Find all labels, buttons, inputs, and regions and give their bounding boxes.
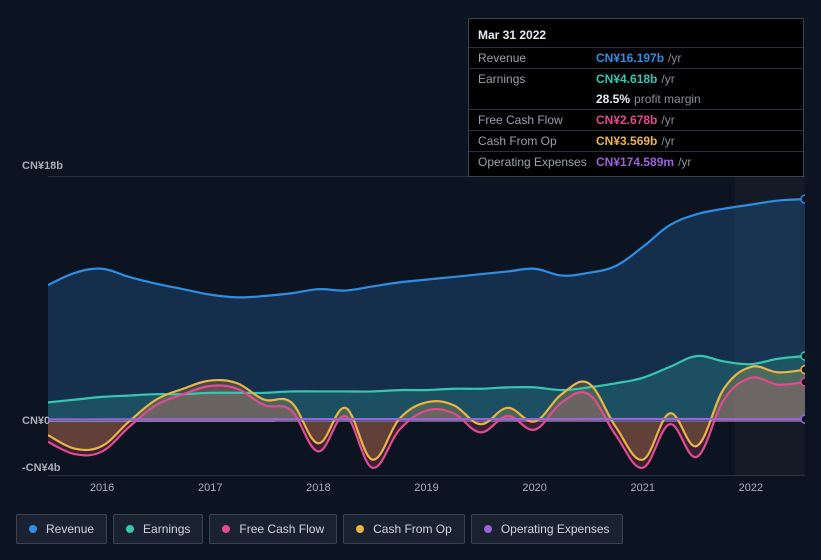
legend-item-revenue[interactable]: Revenue [16,514,107,544]
tooltip-row: EarningsCN¥4.618b/yr [469,68,803,89]
tooltip-subrow: 28.5% profit margin [469,89,803,109]
financial-chart-widget: Mar 31 2022RevenueCN¥16.197b/yrEarningsC… [0,0,821,560]
tooltip-value: CN¥4.618b [596,72,657,86]
legend-swatch [356,525,364,533]
tooltip-label: Earnings [478,72,596,86]
legend-label: Cash From Op [373,522,452,536]
tooltip-suffix: /yr [661,72,674,86]
end-dot-fcf [801,378,805,386]
legend-label: Free Cash Flow [239,522,324,536]
x-tick-label: 2022 [739,482,763,494]
chart-tooltip: Mar 31 2022RevenueCN¥16.197b/yrEarningsC… [468,18,804,177]
x-axis: 2016 2017 2018 2019 2020 2021 2022 [48,482,805,502]
tooltip-label: Free Cash Flow [478,113,596,127]
tooltip-sub-suffix: profit margin [634,92,701,106]
legend-item-cfo[interactable]: Cash From Op [343,514,465,544]
legend-swatch [484,525,492,533]
tooltip-label: Operating Expenses [478,155,596,169]
x-tick-label: 2016 [90,482,114,494]
legend-item-opex[interactable]: Operating Expenses [471,514,623,544]
tooltip-row: Operating ExpensesCN¥174.589m/yr [469,151,803,172]
tooltip-value: CN¥174.589m [596,155,674,169]
chart-area: CN¥18bCN¥0-CN¥4b 20162017201820192020202… [16,158,805,513]
y-tick-label: CN¥0 [22,415,50,427]
tooltip-row: RevenueCN¥16.197b/yr [469,47,803,68]
tooltip-row: Free Cash FlowCN¥2.678b/yr [469,109,803,130]
end-dot-earnings [801,352,805,360]
tooltip-label: Cash From Op [478,134,596,148]
chart-svg[interactable] [48,176,805,476]
y-tick-label: CN¥18b [22,160,63,172]
x-tick-label: 2021 [631,482,655,494]
tooltip-label: Revenue [478,51,596,65]
end-dot-cfo [801,366,805,374]
tooltip-row: Cash From OpCN¥3.569b/yr [469,130,803,151]
legend-item-fcf[interactable]: Free Cash Flow [209,514,337,544]
tooltip-suffix: /yr [668,51,681,65]
tooltip-value: CN¥2.678b [596,113,657,127]
legend-item-earnings[interactable]: Earnings [113,514,203,544]
tooltip-title: Mar 31 2022 [469,25,803,47]
tooltip-suffix: /yr [678,155,691,169]
tooltip-value: CN¥3.569b [596,134,657,148]
x-tick-label: 2018 [306,482,330,494]
x-tick-label: 2017 [198,482,222,494]
legend: Revenue Earnings Free Cash Flow Cash From O… [16,514,623,544]
tooltip-suffix: /yr [661,134,674,148]
tooltip-value: CN¥16.197b [596,51,664,65]
legend-label: Revenue [46,522,94,536]
tooltip-suffix: /yr [661,113,674,127]
legend-swatch [126,525,134,533]
end-dot-opex [801,415,805,423]
legend-swatch [29,525,37,533]
legend-swatch [222,525,230,533]
tooltip-sub-value: 28.5% [596,92,630,106]
legend-label: Earnings [143,522,190,536]
x-tick-label: 2019 [414,482,438,494]
x-tick-label: 2020 [522,482,546,494]
legend-label: Operating Expenses [501,522,610,536]
end-dot-revenue [801,195,805,203]
